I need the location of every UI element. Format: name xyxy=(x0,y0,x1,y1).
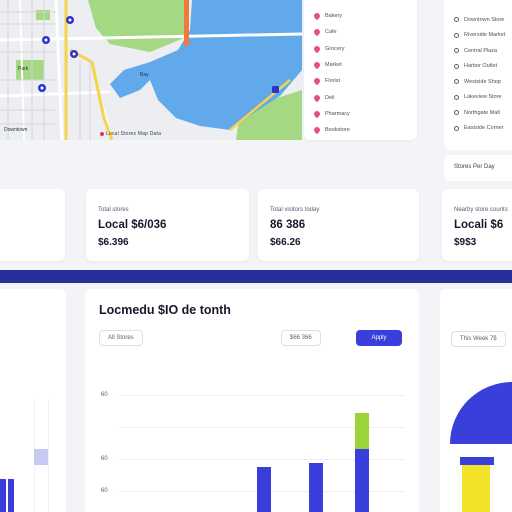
chart-bar xyxy=(0,479,6,512)
y-tick-label: 60 xyxy=(101,392,108,398)
location-pin-icon xyxy=(312,109,322,119)
map-caption: Local Stores Map Data xyxy=(100,131,161,137)
store-icon xyxy=(454,32,459,38)
panel-title: Locmedu $IO de tonth xyxy=(99,303,231,317)
location-pin-icon xyxy=(312,125,322,135)
stat-card-subvalue: $66.26 xyxy=(270,237,301,248)
section-divider xyxy=(0,270,512,283)
store-icon xyxy=(454,63,459,69)
poi-item[interactable]: Pharmacy xyxy=(312,106,417,122)
chart-bar xyxy=(355,449,369,512)
store-list-panel: Downtown Store Riverside Market Central … xyxy=(444,0,512,150)
poi-item[interactable]: Bookstore xyxy=(312,122,417,138)
location-pin-icon xyxy=(312,93,322,102)
store-list-item[interactable]: Harbor Outlet xyxy=(454,59,512,75)
store-icon xyxy=(454,110,459,116)
filter-strip[interactable]: Stores Per Day xyxy=(444,155,512,181)
chart-bar xyxy=(355,413,369,449)
poi-item[interactable]: Market xyxy=(312,57,417,73)
donut-chart xyxy=(450,382,512,512)
stat-card-subvalue: $9$3 xyxy=(454,237,477,248)
stat-card-subvalue: $6.396 xyxy=(98,237,129,248)
value-filter-input[interactable]: $66 366 xyxy=(281,330,321,346)
map-view[interactable]: Park Downtown Bay Local Stores Map Data xyxy=(0,0,302,140)
chart-bar xyxy=(460,457,494,465)
chart-bar xyxy=(462,464,490,512)
store-list-item[interactable]: Downtown Store xyxy=(454,12,512,28)
location-pin-icon xyxy=(312,28,322,37)
left-chart-panel xyxy=(0,289,66,512)
stat-card-value: Locali $6 xyxy=(454,219,504,231)
gridline xyxy=(119,427,405,428)
stat-card-label: Total stores xyxy=(98,207,129,213)
map-label-park: Park xyxy=(18,66,29,72)
chart-bar xyxy=(8,479,14,512)
gridline xyxy=(119,395,405,396)
y-tick-label: 60 xyxy=(101,456,108,462)
store-filter-dropdown[interactable]: All Stores xyxy=(99,330,143,346)
chart-bar xyxy=(309,463,323,512)
store-icon xyxy=(454,48,459,54)
location-pin-icon xyxy=(312,11,322,21)
poi-list-panel: Bakery Cafe Grocery Market Florist Deli … xyxy=(304,0,417,140)
location-pin-icon xyxy=(312,44,322,53)
store-list-item[interactable]: Westside Shop xyxy=(454,74,512,90)
y-tick-label: 60 xyxy=(101,488,108,494)
location-pin-icon xyxy=(312,60,322,70)
main-chart-panel: Locmedu $IO de tonth All Stores $66 366 … xyxy=(85,289,419,512)
right-chart-panel: This Week 7$ xyxy=(440,289,512,512)
gridline xyxy=(48,399,49,512)
stat-card-label: Total visitors today xyxy=(270,207,320,213)
store-icon xyxy=(454,79,459,85)
stat-card-partial xyxy=(0,189,65,261)
stat-card: Total stores Local $6/036 $6.396 xyxy=(86,189,249,261)
store-list-item[interactable]: Riverside Market xyxy=(454,28,512,44)
store-list-item[interactable]: Northgate Mall xyxy=(454,105,512,121)
store-list-item[interactable]: Eastside Corner xyxy=(454,121,512,137)
chart-bar xyxy=(34,449,48,465)
store-icon xyxy=(454,94,459,100)
poi-item[interactable]: Cafe xyxy=(312,24,417,40)
poi-item[interactable]: Florist xyxy=(312,73,417,89)
donut-segment xyxy=(450,382,512,444)
store-list-item[interactable]: Central Plaza xyxy=(454,43,512,59)
stat-card-label: Nearby store counts xyxy=(454,207,508,213)
gridline xyxy=(119,459,405,460)
location-pin-icon xyxy=(312,77,322,86)
map-label-bay: Bay xyxy=(140,72,149,78)
chart-bar xyxy=(257,467,271,512)
map-label-downtown: Downtown xyxy=(4,127,28,133)
poi-item[interactable]: Deli xyxy=(312,89,417,105)
store-icon xyxy=(454,17,459,23)
poi-item[interactable]: Bakery xyxy=(312,8,417,24)
stat-card-value: 86 386 xyxy=(270,219,306,231)
apply-button[interactable]: Apply xyxy=(356,330,402,346)
store-list-item[interactable]: Lakeview Store xyxy=(454,90,512,106)
period-filter-dropdown[interactable]: This Week 7$ xyxy=(451,331,506,347)
stat-card: Total visitors today 86 386 $66.26 xyxy=(258,189,419,261)
stat-card: Nearby store counts Locali $6 $9$3 xyxy=(442,189,512,261)
stat-card-value: Local $6/036 xyxy=(98,219,167,231)
store-icon xyxy=(454,125,459,131)
map-canvas xyxy=(0,0,302,140)
poi-item[interactable]: Grocery xyxy=(312,41,417,57)
